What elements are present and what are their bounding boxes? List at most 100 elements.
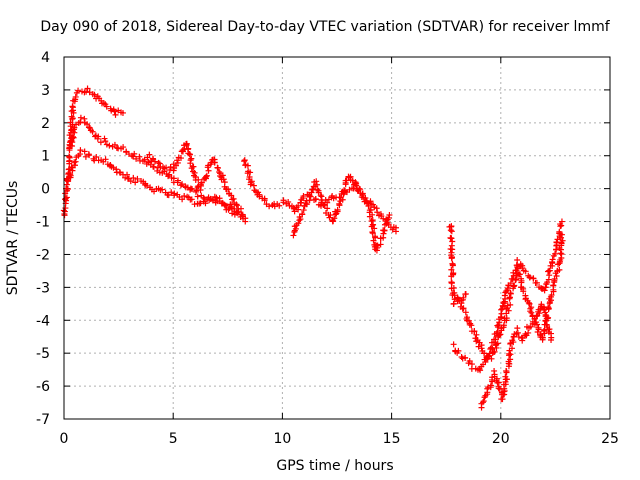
data-point-sat-i — [558, 234, 565, 241]
data-point-sat-b — [174, 177, 181, 184]
y-tick-label: 0 — [41, 182, 50, 198]
data-point-sat-j — [494, 379, 501, 386]
y-axis-title: SDTVAR / TECUs — [5, 181, 21, 296]
data-point-sat-f — [290, 232, 297, 239]
data-point-sat-j — [543, 317, 550, 324]
data-point-sat-d — [237, 205, 244, 212]
data-point-sat-f — [381, 227, 388, 234]
data-point-sat-a — [72, 93, 79, 100]
data-point-sat-f — [313, 181, 320, 188]
data-point-sat-e — [392, 228, 399, 235]
axis-ticks — [63, 56, 611, 420]
data-point-sat-e — [300, 193, 307, 200]
data-point-sat-i — [520, 288, 527, 295]
data-point-sat-e — [241, 158, 248, 165]
data-point-sat-j — [527, 323, 534, 330]
data-point-sat-d — [155, 159, 162, 166]
data-point-sat-c — [77, 147, 84, 154]
data-point-sat-c — [122, 174, 129, 181]
data-point-sat-f — [360, 194, 367, 201]
data-point-sat-a — [75, 87, 82, 94]
data-point-sat-g — [448, 235, 455, 242]
data-point-sat-b — [106, 142, 113, 149]
data-point-sat-i — [550, 282, 557, 289]
data-point-sat-a — [64, 186, 71, 193]
data-point-sat-a — [66, 153, 73, 160]
y-tick-label: -5 — [36, 346, 50, 362]
data-point-sat-h — [450, 341, 457, 348]
data-point-sat-i — [485, 352, 492, 359]
data-point-sat-i — [556, 260, 563, 267]
data-point-sat-d — [177, 155, 184, 162]
x-tick-label: 20 — [492, 431, 510, 447]
data-point-sat-h — [546, 267, 553, 274]
data-point-sat-i — [497, 331, 504, 338]
data-point-sat-a — [119, 109, 126, 116]
data-point-sat-a — [69, 103, 76, 110]
y-tick-label: -6 — [36, 379, 50, 395]
data-point-sat-i — [471, 328, 478, 335]
data-point-sat-c — [223, 202, 230, 209]
data-point-sat-g — [449, 262, 456, 269]
x-axis-tick-labels: 0 5 10 15 20 25 — [60, 431, 619, 447]
data-point-sat-g — [448, 255, 455, 262]
data-point-sat-g — [448, 266, 455, 273]
data-point-sat-c — [102, 156, 109, 163]
data-point-sat-f — [339, 196, 346, 203]
data-point-sat-h — [554, 236, 561, 243]
data-point-sat-i — [507, 301, 514, 308]
data-point-sat-b — [89, 128, 96, 135]
data-point-sat-f — [317, 192, 324, 199]
y-tick-label: -4 — [36, 313, 50, 329]
x-tick-label: 5 — [169, 431, 178, 447]
data-point-sat-i — [553, 272, 560, 279]
data-point-sat-d — [205, 162, 212, 169]
data-point-sat-i — [558, 240, 565, 247]
data-point-sat-h — [477, 367, 484, 374]
data-point-sat-h — [497, 314, 504, 321]
data-point-sat-d — [195, 176, 202, 183]
data-point-sat-j — [536, 310, 543, 317]
data-point-sat-i — [510, 283, 517, 290]
data-point-sat-h — [522, 268, 529, 275]
data-point-sat-f — [368, 218, 375, 225]
data-point-sat-g — [447, 227, 454, 234]
data-point-sat-i — [525, 299, 532, 306]
data-point-sat-d — [214, 164, 221, 171]
data-point-sat-e — [285, 198, 292, 205]
data-point-sat-j — [522, 330, 529, 337]
data-point-sat-h — [556, 228, 563, 235]
data-point-sat-h — [491, 336, 498, 343]
data-point-sat-c — [216, 198, 223, 205]
data-point-sat-a — [68, 113, 75, 120]
data-point-sat-h — [549, 256, 556, 263]
data-point-sat-h — [558, 218, 565, 225]
data-point-sat-j — [502, 373, 509, 380]
data-point-sat-e — [374, 209, 381, 216]
data-point-sat-j — [507, 351, 514, 358]
data-point-sat-j — [499, 396, 506, 403]
data-point-sat-d — [203, 173, 210, 180]
data-point-sat-b — [77, 114, 84, 121]
data-point-sat-e — [261, 197, 268, 204]
data-point-sat-f — [369, 230, 376, 237]
data-point-sat-a — [86, 89, 93, 96]
data-point-sat-g — [460, 294, 467, 301]
data-point-sat-h — [498, 306, 505, 313]
data-point-sat-d — [198, 179, 205, 186]
data-point-sat-j — [533, 313, 540, 320]
data-point-sat-j — [525, 329, 532, 336]
data-points — [60, 85, 566, 411]
x-tick-label: 10 — [273, 431, 291, 447]
y-tick-label: -2 — [36, 247, 50, 263]
data-point-sat-f — [374, 242, 381, 249]
data-point-sat-e — [369, 201, 376, 208]
data-point-sat-c — [213, 194, 220, 201]
data-point-sat-f — [371, 225, 378, 232]
data-point-sat-h — [530, 275, 537, 282]
data-point-sat-j — [495, 385, 502, 392]
y-tick-label: 4 — [41, 50, 50, 66]
data-point-sat-i — [528, 304, 535, 311]
data-point-sat-d — [228, 192, 235, 199]
data-point-sat-f — [334, 206, 341, 213]
